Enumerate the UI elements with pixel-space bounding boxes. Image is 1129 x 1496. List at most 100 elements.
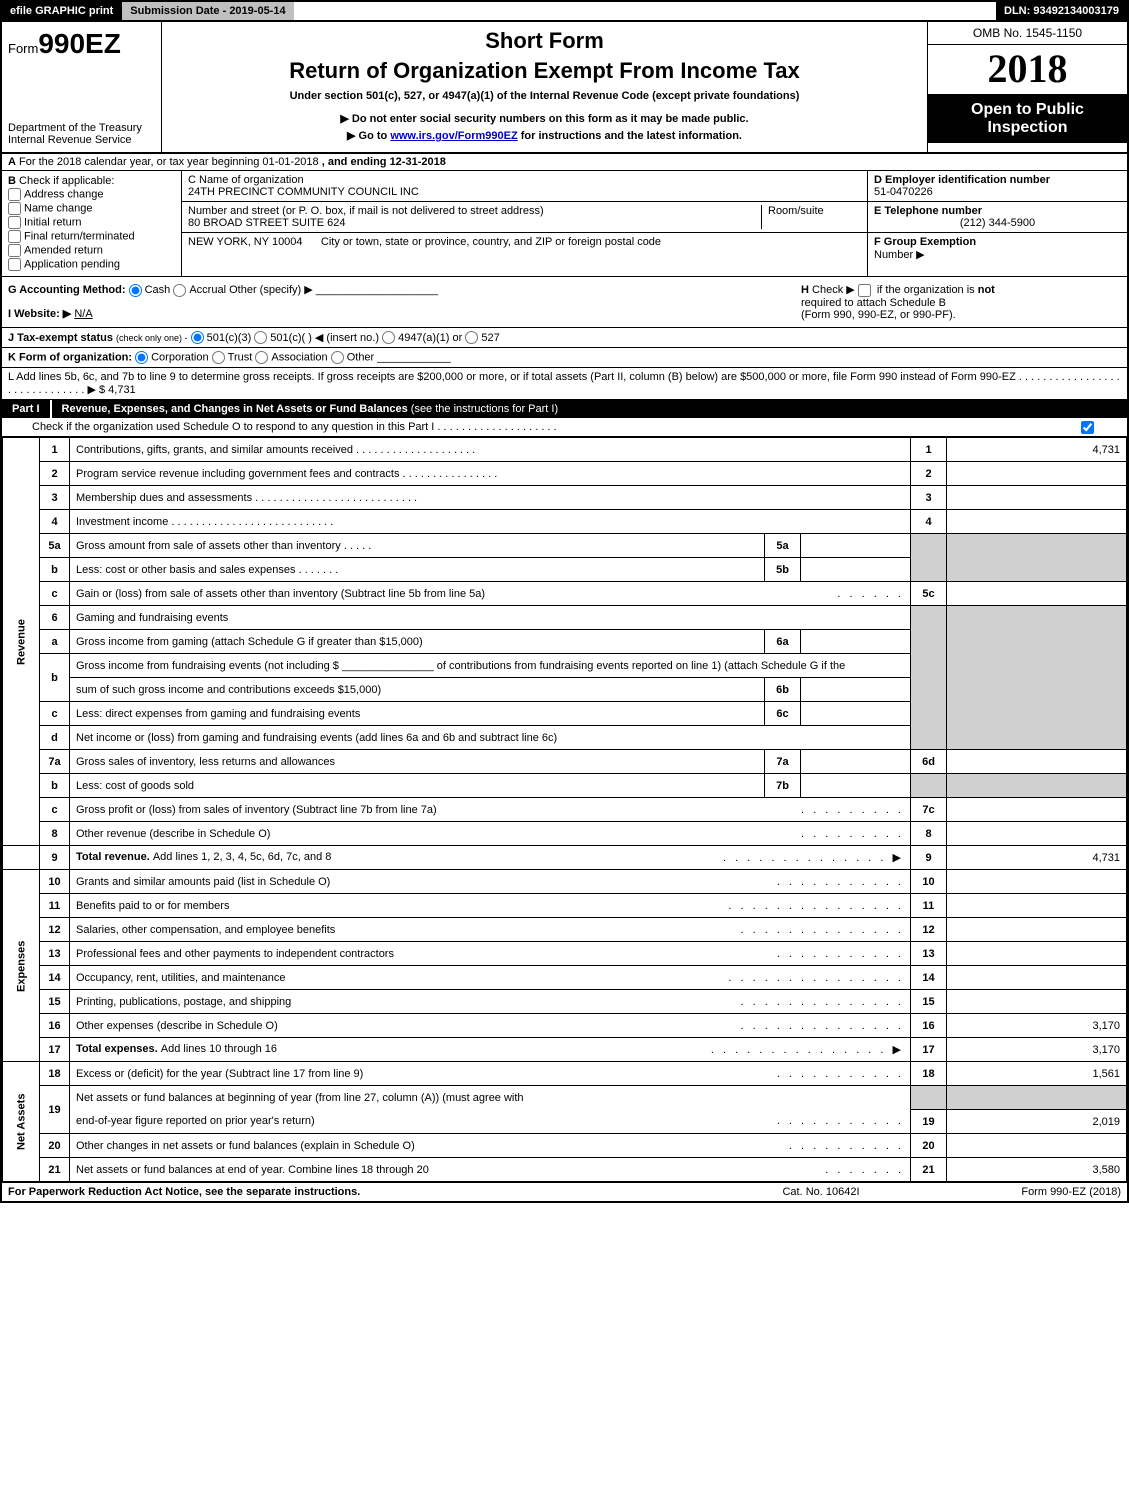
num-3: 3: [911, 486, 947, 510]
ln-12: 12: [40, 918, 70, 942]
org-name-block: C Name of organization 24TH PRECINCT COM…: [188, 174, 861, 198]
sub-6a: 6a: [765, 630, 801, 654]
tax-year: 2018: [928, 45, 1127, 95]
grp-block: F Group Exemption Number ▶: [868, 233, 1127, 276]
num-14: 14: [911, 966, 947, 990]
k-other-radio[interactable]: [331, 351, 344, 364]
subval-6c: [801, 702, 911, 726]
num-11: 11: [911, 894, 947, 918]
j-label: J Tax-exempt status: [8, 332, 113, 344]
desc-13-text: Professional fees and other payments to …: [76, 948, 394, 960]
section-a-label: A: [8, 156, 16, 168]
col-d: D Employer identification number 51-0470…: [867, 171, 1127, 276]
k-assoc-radio[interactable]: [255, 351, 268, 364]
open-public: Open to Public Inspection: [928, 95, 1127, 143]
val-18: 1,561: [947, 1062, 1127, 1086]
desc-5a: Gross amount from sale of assets other t…: [70, 534, 765, 558]
chk-application-pending-box[interactable]: [8, 258, 21, 271]
sub-6c: 6c: [765, 702, 801, 726]
ln-20: 20: [40, 1134, 70, 1158]
g-accrual-radio[interactable]: [173, 284, 186, 297]
val-14: [947, 966, 1127, 990]
dept-irs: Internal Revenue Service: [8, 134, 155, 146]
val-8: [947, 822, 1127, 846]
side-expenses: Expenses: [3, 870, 40, 1062]
section-a: A For the 2018 calendar year, or tax yea…: [0, 154, 1129, 171]
val-5c: [947, 582, 1127, 606]
instr2-link[interactable]: www.irs.gov/Form990EZ: [390, 130, 517, 142]
g-accrual: Accrual: [189, 284, 226, 296]
ln-3: 3: [40, 486, 70, 510]
header-left: Form990EZ Department of the Treasury Int…: [2, 22, 162, 152]
num-9: 9: [911, 846, 947, 870]
j-4947-radio[interactable]: [382, 331, 395, 344]
ln-5b: b: [40, 558, 70, 582]
org-name-label: C Name of organization: [188, 174, 861, 186]
j-501c-radio[interactable]: [254, 331, 267, 344]
val-11: [947, 894, 1127, 918]
g-cash-radio[interactable]: [129, 284, 142, 297]
val-9: 4,731: [947, 846, 1127, 870]
org-name: 24TH PRECINCT COMMUNITY COUNCIL INC: [188, 186, 861, 198]
dots-5c: . . . . . .: [837, 588, 904, 600]
chk-amended-return-box[interactable]: [8, 244, 21, 257]
open-public-1: Open to Public: [932, 101, 1123, 119]
k-other: Other: [347, 352, 375, 364]
footer-mid: Cat. No. 10642I: [721, 1186, 921, 1198]
desc-5c-text: Gain or (loss) from sale of assets other…: [76, 588, 485, 600]
num-16: 16: [911, 1014, 947, 1038]
desc-21-text: Net assets or fund balances at end of ye…: [76, 1164, 429, 1176]
part-i-checkbox[interactable]: [1081, 421, 1094, 434]
chk-address-change-box[interactable]: [8, 188, 21, 201]
row-g-h: G Accounting Method: Cash Accrual Other …: [0, 277, 1129, 328]
chk-initial-return-box[interactable]: [8, 216, 21, 229]
ln-18: 18: [40, 1062, 70, 1086]
chk-address-change[interactable]: Address change: [8, 188, 175, 201]
subline: Under section 501(c), 527, or 4947(a)(1)…: [172, 90, 917, 102]
j-501c3-radio[interactable]: [191, 331, 204, 344]
col-b: B Check if applicable: Address change Na…: [2, 171, 182, 276]
chk-name-change[interactable]: Name change: [8, 202, 175, 215]
part-i-wrap: Part I Revenue, Expenses, and Changes in…: [0, 400, 1129, 418]
ln-21: 21: [40, 1158, 70, 1182]
row-l: L Add lines 5b, 6c, and 7b to line 9 to …: [0, 368, 1129, 400]
dots-8: . . . . . . . . .: [801, 828, 904, 840]
chk-final-return-box[interactable]: [8, 230, 21, 243]
chk-final-return[interactable]: Final return/terminated: [8, 230, 175, 243]
chk-name-change-box[interactable]: [8, 202, 21, 215]
lines-wrap: Revenue 1 Contributions, gifts, grants, …: [0, 437, 1129, 1182]
ln-6a: a: [40, 630, 70, 654]
desc-12: Salaries, other compensation, and employ…: [70, 918, 911, 942]
dots-18: . . . . . . . . . . .: [777, 1068, 904, 1080]
dots-19: . . . . . . . . . . .: [777, 1115, 904, 1127]
side-netassets: Net Assets: [3, 1062, 40, 1182]
row-k: K Form of organization: Corporation Trus…: [0, 348, 1129, 368]
num-15: 15: [911, 990, 947, 1014]
desc-18: Excess or (deficit) for the year (Subtra…: [70, 1062, 911, 1086]
ln-8: 8: [40, 822, 70, 846]
desc-1: Contributions, gifts, grants, and simila…: [70, 438, 911, 462]
desc-6b2: sum of such gross income and contributio…: [70, 678, 765, 702]
desc-16: Other expenses (describe in Schedule O) …: [70, 1014, 911, 1038]
val-20: [947, 1134, 1127, 1158]
sub-7a: 7a: [765, 750, 801, 774]
k-trust-radio[interactable]: [212, 351, 225, 364]
chk-initial-return[interactable]: Initial return: [8, 216, 175, 229]
shadeval-7b: [947, 774, 1127, 798]
part-i-tag: Part I: [2, 400, 52, 418]
omb-no: OMB No. 1545-1150: [928, 22, 1127, 45]
part-i-header: Part I Revenue, Expenses, and Changes in…: [2, 400, 1127, 418]
k-corp-radio[interactable]: [135, 351, 148, 364]
desc-11-text: Benefits paid to or for members: [76, 900, 229, 912]
desc-6: Gaming and fundraising events: [70, 606, 911, 630]
desc-15: Printing, publications, postage, and shi…: [70, 990, 911, 1014]
subval-6b: [801, 678, 911, 702]
desc-19b: end-of-year figure reported on prior yea…: [70, 1110, 911, 1134]
desc-17-rest: Add lines 10 through 16: [161, 1043, 277, 1055]
h-checkbox[interactable]: [858, 284, 871, 297]
desc-3: Membership dues and assessments . . . . …: [70, 486, 911, 510]
j-527-radio[interactable]: [465, 331, 478, 344]
chk-amended-return[interactable]: Amended return: [8, 244, 175, 257]
j-hint: (check only one) -: [116, 333, 188, 343]
chk-application-pending[interactable]: Application pending: [8, 258, 175, 271]
